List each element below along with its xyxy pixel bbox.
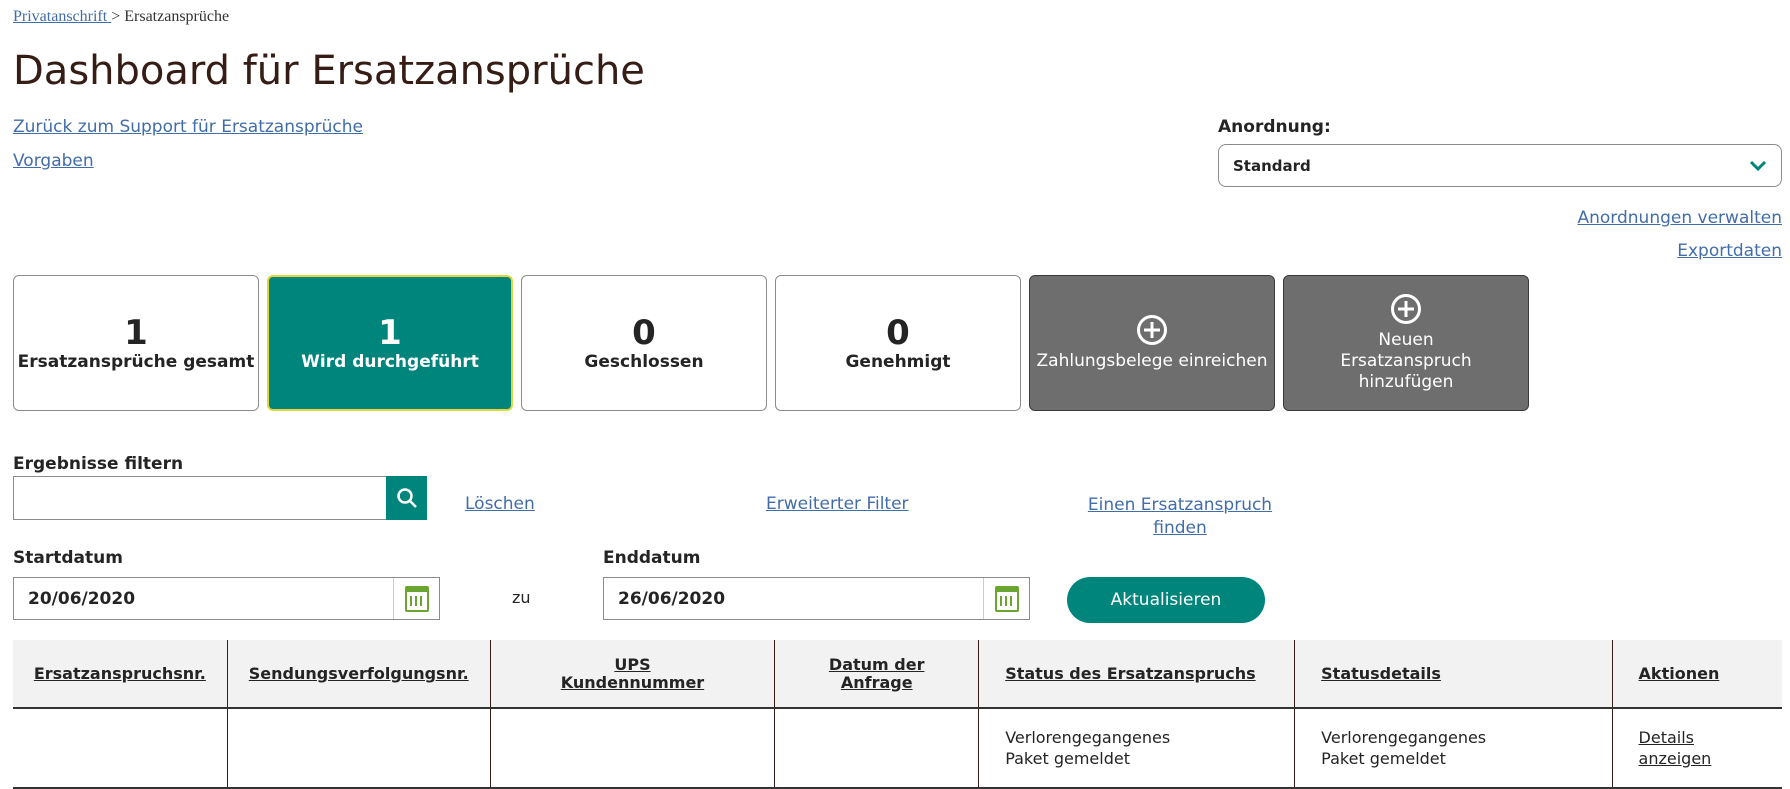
manage-layouts-link[interactable]: Anordnungen verwalten [1577,208,1783,228]
end-date-label: Enddatum [603,548,701,568]
card-count: 1 [378,313,402,353]
col-ups-account[interactable]: UPS Kundennummer [489,640,775,709]
calendar-icon [404,585,429,612]
chevron-down-icon [1749,160,1767,171]
plus-circle-icon [1137,314,1167,345]
card-total[interactable]: 1 Ersatzansprüche gesamt [13,275,259,411]
page-title: Dashboard für Ersatzansprüche [13,48,645,94]
calendar-button[interactable] [983,578,1029,619]
cell-ups-account [489,708,775,789]
cell-tracking-number [226,708,491,789]
submit-receipts-button[interactable]: Zahlungsbelege einreichen [1029,275,1275,411]
card-closed[interactable]: 0 Geschlossen [521,275,767,411]
layout-select[interactable]: Standard [1218,144,1782,187]
start-date-value: 20/06/2020 [28,588,136,609]
card-approved[interactable]: 0 Genehmigt [775,275,1021,411]
col-tracking-number[interactable]: Sendungsverfolgungsnr. [226,640,491,709]
breadcrumb-separator: > [111,8,125,25]
card-count: 0 [886,313,910,353]
update-button[interactable]: Aktualisieren [1067,577,1265,623]
col-request-date[interactable]: Datum der Anfrage [774,640,979,709]
end-date-value: 26/06/2020 [618,588,726,609]
filter-label: Ergebnisse filtern [13,454,184,474]
support-link[interactable]: Zurück zum Support für Ersatzansprüche [13,117,363,137]
search-button[interactable] [386,476,427,520]
card-label: Wird durchgeführt [301,352,479,372]
card-label: Geschlossen [584,352,704,372]
search-icon [396,488,417,508]
to-label: zu [512,588,531,607]
cell-claim-number [13,708,228,789]
action-label: Zahlungsbelege einreichen [1036,350,1268,371]
cell-request-date [774,708,979,789]
export-data-link[interactable]: Exportdaten [1677,241,1782,261]
start-date-input[interactable]: 20/06/2020 [13,577,440,620]
col-claim-number[interactable]: Ersatzanspruchsnr. [13,640,228,709]
col-claim-status[interactable]: Status des Ersatzanspruchs [978,640,1295,709]
defaults-link[interactable]: Vorgaben [13,151,94,171]
plus-circle-icon [1391,293,1421,324]
clear-link[interactable]: Löschen [465,494,535,514]
claims-table: Ersatzanspruchsnr. Sendungsverfolgungsnr… [13,640,1782,789]
layout-selected: Standard [1233,156,1311,175]
breadcrumb-link[interactable]: Privatanschrift [13,8,112,25]
table-header-row: Ersatzanspruchsnr. Sendungsverfolgungsnr… [13,640,1782,709]
col-actions[interactable]: Aktionen [1611,640,1782,709]
layout-label: Anordnung: [1218,117,1331,137]
breadcrumb: Privatanschrift > Ersatzansprüche [13,8,229,26]
table-row: Verlorengegangenes Paket gemeldet Verlor… [13,708,1782,789]
card-count: 0 [632,313,656,353]
cell-actions: Details anzeigen [1611,708,1782,789]
start-date-label: Startdatum [13,548,123,568]
end-date-input[interactable]: 26/06/2020 [603,577,1030,620]
advanced-filter-link[interactable]: Erweiterter Filter [766,494,909,514]
filter-input[interactable] [13,476,387,520]
view-details-link[interactable]: Details anzeigen [1638,728,1712,768]
card-label: Ersatzansprüche gesamt [17,352,255,372]
find-claim-link[interactable]: Einen Ersatzanspruch finden [1087,495,1273,538]
breadcrumb-current: Ersatzansprüche [124,8,230,25]
cell-status-details: Verlorengegangenes Paket gemeldet [1294,708,1613,789]
card-in-progress[interactable]: 1 Wird durchgeführt [267,275,513,411]
add-claim-button[interactable]: Neuen Ersatzanspruch hinzufügen [1283,275,1529,411]
card-label: Genehmigt [845,352,951,372]
card-count: 1 [124,313,148,353]
calendar-button[interactable] [393,578,439,619]
cell-claim-status: Verlorengegangenes Paket gemeldet [978,708,1295,789]
calendar-icon [994,585,1019,612]
col-status-details[interactable]: Statusdetails [1294,640,1613,709]
action-label: Neuen Ersatzanspruch hinzufügen [1340,329,1472,392]
